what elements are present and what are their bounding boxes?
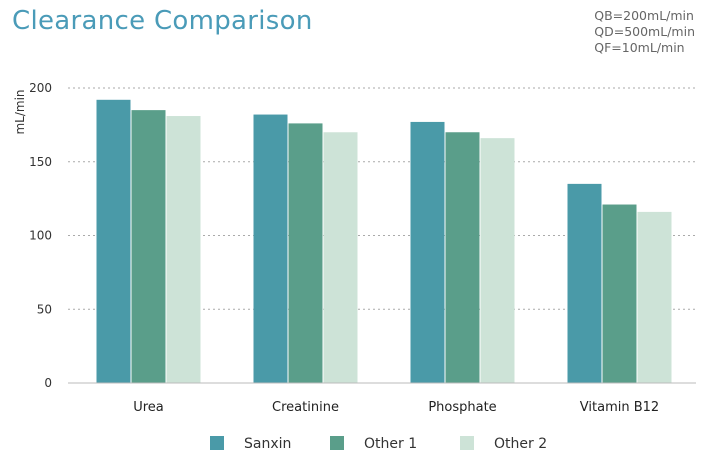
y-axis-label: mL/min (13, 89, 27, 134)
bar-other-2 (637, 211, 672, 383)
x-category-label: Phosphate (428, 400, 496, 415)
y-tick-label: 200 (29, 81, 52, 95)
bar-sanxin (253, 114, 288, 384)
x-category-label: Urea (133, 400, 164, 415)
x-category-label: Vitamin B12 (580, 400, 659, 415)
bar-other-1 (445, 132, 480, 383)
x-category-label: Creatinine (272, 400, 339, 415)
param-qd: QD=500mL/min (594, 24, 695, 39)
y-axis-ticks: 0 50 100 150 200 (29, 81, 52, 390)
bar-other-1 (131, 110, 166, 383)
flow-parameters: QB=200mL/min QD=500mL/min QF=10mL/min (594, 8, 695, 56)
chart-title: Clearance Comparison (12, 6, 313, 36)
bar-other-1 (602, 204, 637, 383)
bar-sanxin (96, 99, 131, 384)
legend-swatch (210, 436, 224, 450)
bar-other-1 (288, 123, 323, 384)
bar-sanxin (410, 121, 445, 384)
bar-other-2 (480, 138, 515, 383)
legend: Sanxin Other 1 Other 2 (210, 436, 547, 452)
bars (96, 99, 672, 384)
y-tick-label: 50 (37, 302, 52, 316)
param-qb: QB=200mL/min (594, 8, 694, 23)
y-tick-label: 100 (29, 229, 52, 243)
param-qf: QF=10mL/min (594, 40, 685, 55)
legend-label: Sanxin (244, 436, 291, 452)
legend-label: Other 2 (494, 436, 547, 452)
y-tick-label: 0 (44, 376, 52, 390)
legend-label: Other 1 (364, 436, 417, 452)
bar-other-2 (323, 132, 358, 383)
y-tick-label: 150 (29, 155, 52, 169)
legend-swatch (460, 436, 474, 450)
bar-sanxin (567, 183, 602, 383)
x-axis-labels: Urea Creatinine Phosphate Vitamin B12 (133, 400, 659, 415)
bar-other-2 (166, 116, 201, 384)
legend-swatch (330, 436, 344, 450)
